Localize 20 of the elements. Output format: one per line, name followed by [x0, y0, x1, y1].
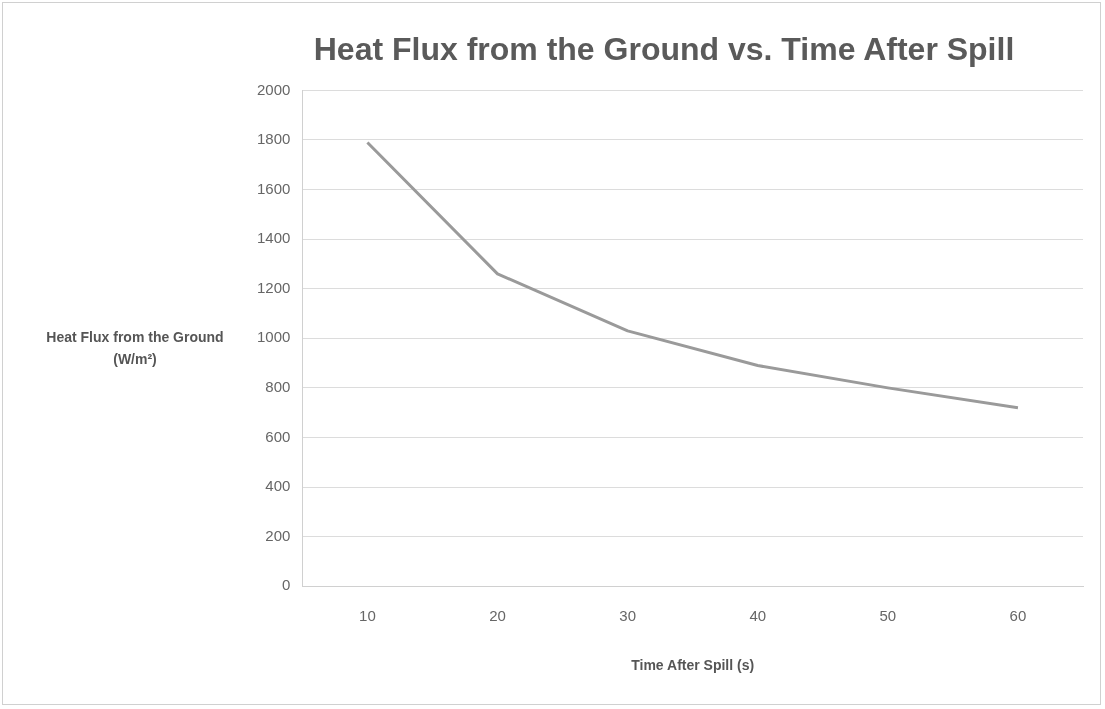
x-tick-label: 60 — [1009, 607, 1027, 625]
chart-title: Heat Flux from the Ground vs. Time After Spill — [313, 31, 1015, 68]
y-axis-title: Heat Flux from the Ground (W/m²) — [45, 328, 225, 369]
y-tick-label: 400 — [265, 477, 291, 495]
y-tick-label: 200 — [265, 526, 291, 544]
x-tick-label: 10 — [359, 607, 376, 625]
x-tick-label: 40 — [749, 607, 767, 625]
x-tick-label: 30 — [619, 607, 636, 625]
x-tick-label: 20 — [489, 607, 506, 625]
y-tick-label: 1000 — [256, 328, 291, 346]
y-tick-label: 2000 — [256, 80, 291, 98]
y-tick-label: 1400 — [256, 229, 291, 247]
y-tick-label: 1200 — [256, 278, 291, 296]
y-tick-label: 1600 — [256, 179, 291, 197]
y-tick-label: 600 — [265, 427, 291, 445]
y-tick-label: 0 — [282, 576, 291, 594]
y-tick-label: 800 — [265, 378, 291, 396]
x-tick-label: 50 — [879, 607, 897, 625]
y-tick-label: 1800 — [256, 130, 291, 148]
x-axis-title: Time After Spill (s) — [631, 657, 755, 674]
